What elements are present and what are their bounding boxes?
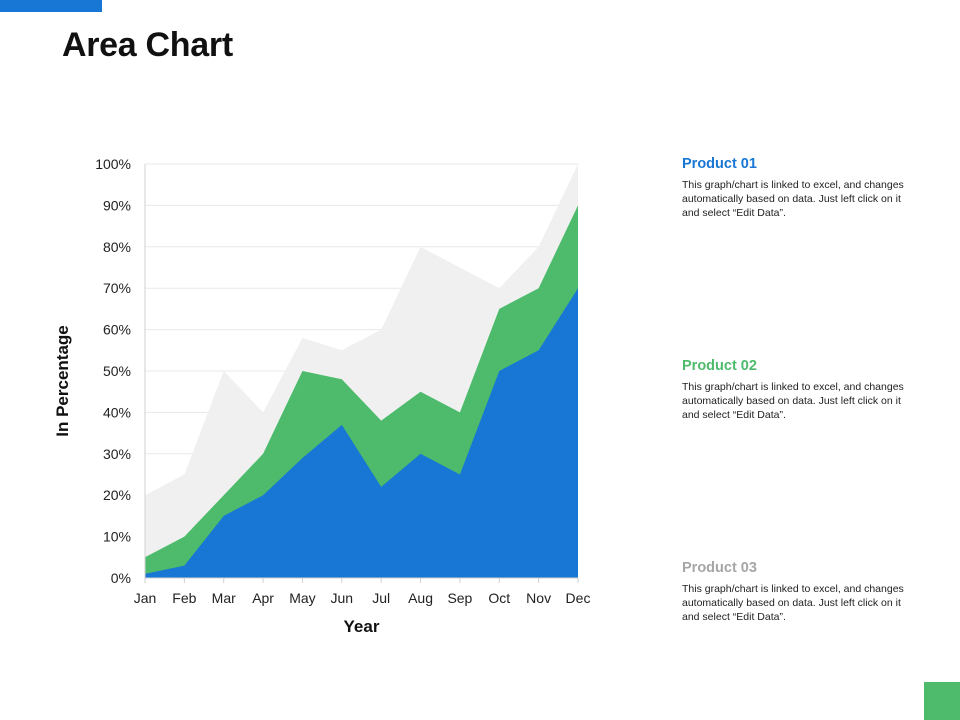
product-02-block: Product 02 This graph/chart is linked to… [682,358,922,422]
y-tick-label: 60% [103,322,131,338]
product-03-description: This graph/chart is linked to excel, and… [682,583,904,623]
x-tick-label: Feb [172,590,196,606]
x-axis-title: Year [344,617,380,636]
y-tick-label: 0% [111,570,131,586]
y-tick-label: 70% [103,280,131,296]
y-tick-label: 80% [103,239,131,255]
y-tick-label: 20% [103,487,131,503]
x-tick-label: Jul [372,590,390,606]
y-tick-label: 100% [95,156,131,172]
x-tick-label: Sep [447,590,472,606]
x-tick-label: Apr [252,590,274,606]
product-01-title: Product 01 [682,156,757,172]
x-tick-label: Dec [566,590,591,606]
area-chart: 0% 10% 20% 30% 40% 50% 60% 70% 80% 90% 100% Jan Feb… [53,156,591,636]
x-tick-label: Jun [331,590,354,606]
y-tick-label: 30% [103,446,131,462]
product-03-title: Product 03 [682,560,757,576]
axes [144,164,579,583]
area-product-01 [145,288,578,578]
y-tick-label: 10% [103,529,131,545]
y-tick-label: 90% [103,197,131,213]
product-01-description: This graph/chart is linked to excel, and… [682,179,904,219]
x-tick-label: Jan [134,590,157,606]
product-03-block: Product 03 This graph/chart is linked to… [682,560,922,624]
x-tick-label: Oct [488,590,510,606]
x-tick-label: Nov [526,590,551,606]
x-tick-labels: Jan Feb Mar Apr May Jun Jul Aug Sep Oct Nov Dec [134,590,591,606]
y-tick-label: 50% [103,363,131,379]
y-axis-title: In Percentage [53,325,72,437]
y-tick-label: 40% [103,404,131,420]
corner-accent-square [924,682,960,720]
product-02-description: This graph/chart is linked to excel, and… [682,381,904,421]
x-tick-label: May [289,590,315,606]
top-accent-bar [0,0,102,12]
x-tick-label: Aug [408,590,433,606]
product-02-title: Product 02 [682,358,757,374]
area-series [145,164,578,578]
y-tick-labels: 0% 10% 20% 30% 40% 50% 60% 70% 80% 90% 100% [95,156,131,586]
page-title: Area Chart [62,26,233,64]
product-01-block: Product 01 This graph/chart is linked to… [682,156,922,220]
x-tick-label: Mar [212,590,236,606]
